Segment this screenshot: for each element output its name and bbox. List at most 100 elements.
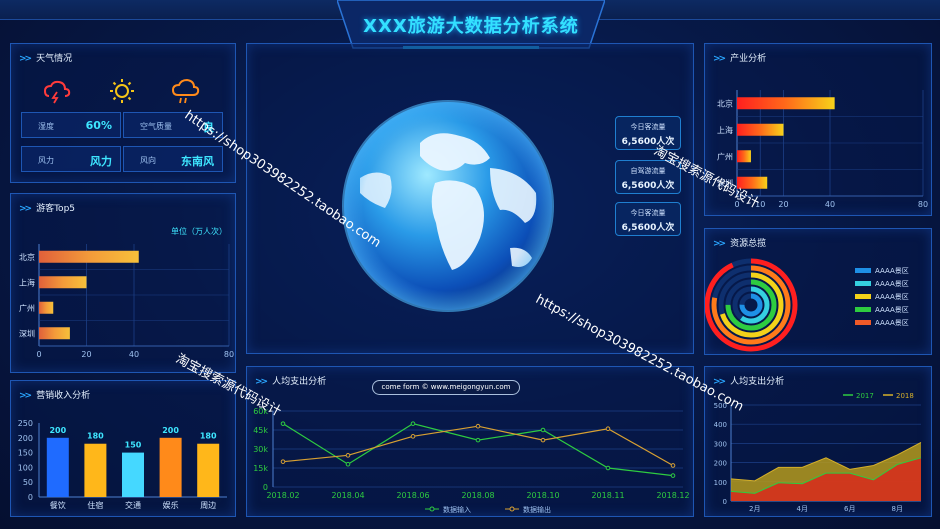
- stat-value: 6,5600人次: [621, 181, 675, 191]
- bar: [39, 301, 54, 314]
- panel-title: >> 人均支出分析: [255, 374, 326, 387]
- legend-marker: [509, 506, 515, 512]
- bar: [39, 250, 139, 263]
- legend-label: 数据输出: [523, 505, 551, 514]
- legend-swatch: [855, 294, 871, 299]
- bar: [39, 327, 70, 340]
- resources-title: 资源总揽: [730, 239, 767, 249]
- x-tick-label: 0: [734, 200, 739, 209]
- credit-badge: come form © www.meigongyun.com: [372, 380, 520, 395]
- y-tick-label: 500: [714, 402, 727, 410]
- stat-value: 6,5600人次: [621, 223, 675, 233]
- y-tick-label: 60k: [253, 407, 268, 416]
- cell-value: 良: [203, 121, 214, 134]
- y-tick-label: 200: [714, 460, 727, 468]
- industry-title: 产业分析: [730, 54, 767, 64]
- panel-title: >> 人均支出分析: [713, 374, 784, 387]
- bar: [84, 443, 107, 497]
- visitors-panel: >> 游客Top5 单位（万人次） 0 20 40 80 北京 上海 广州 深圳: [10, 193, 236, 373]
- per-capita-title: 人均支出分析: [272, 377, 327, 387]
- y-tick-label: 100: [18, 463, 33, 472]
- x-tick-label: 6月: [844, 505, 855, 513]
- y-tick-label: 0: [263, 483, 268, 492]
- bar: [737, 97, 835, 110]
- data-point: [670, 473, 676, 478]
- data-label: 180: [200, 432, 217, 441]
- data-point: [410, 434, 416, 439]
- data-point: [540, 427, 546, 433]
- category-label: 交通: [125, 500, 141, 510]
- marketing-chart: 0 50 100 150 200 250 200 餐饮 180 住宿 150 交通 200 娱乐 180 周边: [18, 419, 227, 510]
- data-point: [540, 437, 546, 443]
- resources-ring-chart: AAAA景区 AAAA景区 AAAA景区 AAAA景区 AAAA景区: [705, 258, 909, 352]
- series-line: [730, 457, 922, 494]
- humidity-cell: 湿度 60%: [21, 112, 121, 138]
- x-tick-label: 2018.06: [396, 491, 429, 500]
- bar: [737, 150, 751, 163]
- per-capita-right-title: 人均支出分析: [730, 377, 785, 387]
- bar: [197, 443, 220, 497]
- y-tick-label: 250: [18, 419, 33, 428]
- category-label: 深圳: [717, 178, 733, 188]
- cell-label: 空气质量: [140, 122, 172, 131]
- data-point: [280, 459, 286, 464]
- legend-label: AAAA景区: [875, 319, 909, 327]
- resources-panel: >> 资源总揽 AAAA景区 AAAA景区 AAAA景区 AAAA景区 AAAA景区: [704, 228, 932, 355]
- bar: [46, 437, 69, 497]
- today-traffic-stat: 今日客流量 6,5600人次: [615, 116, 681, 150]
- legend-swatch: [855, 281, 871, 286]
- x-tick-label: 40: [825, 200, 835, 209]
- x-tick-label: 2018.04: [331, 491, 364, 500]
- category-label: 娱乐: [163, 500, 179, 510]
- x-tick-label: 2018.12: [656, 491, 689, 500]
- stat-value: 6,5600人次: [621, 137, 675, 147]
- ring-arc: [705, 258, 798, 352]
- stat-label: 今日客流量: [630, 209, 666, 217]
- series-line: [730, 441, 922, 482]
- panel-title: >> 产业分析: [713, 51, 766, 64]
- page-title: XXX旅游大数据分析系统: [363, 16, 579, 37]
- per-capita-area-panel: >>人均支出分析 01002003004005002月4月6月8月10月2017…: [704, 366, 932, 517]
- data-point: [410, 421, 416, 426]
- cell-value: 东南风: [181, 155, 214, 168]
- data-point: [345, 453, 351, 458]
- ring-arc: [739, 293, 763, 317]
- x-tick-label: 10: [755, 200, 765, 209]
- data-point: [605, 426, 611, 432]
- legend-label: 2017: [856, 392, 874, 400]
- legend-marker: [429, 506, 435, 512]
- x-tick-label: 8月: [892, 505, 903, 513]
- x-tick-label: 80: [224, 350, 234, 359]
- legend-label: 数据输入: [443, 505, 471, 514]
- category-label: 住宿: [87, 500, 103, 510]
- category-label: 周边: [200, 500, 216, 510]
- data-label: 200: [49, 426, 66, 435]
- legend-swatch: [855, 307, 871, 312]
- double-chevron-icon: >>: [713, 239, 726, 249]
- sun-icon: [110, 79, 134, 103]
- x-tick-label: 2018.10: [526, 491, 559, 500]
- legend-swatch: [855, 320, 871, 325]
- data-label: 180: [87, 432, 104, 441]
- self-drive-stat: 自驾游流量 6,5600人次: [615, 160, 681, 194]
- cell-value: 风力: [90, 155, 112, 168]
- stat-label: 自驾游流量: [630, 167, 666, 175]
- industry-panel: >> 产业分析 0 10 20 40 80 北京 上海 广州 深圳: [704, 43, 932, 216]
- marketing-panel: >> 营销收入分析 0 50 100 150 200 250 200 餐饮 180 住宿 150 交通 2…: [10, 380, 236, 517]
- double-chevron-icon: >>: [19, 204, 32, 214]
- category-label: 上海: [19, 277, 35, 287]
- category-label: 广州: [717, 151, 733, 161]
- category-label: 北京: [717, 98, 733, 108]
- today-traffic-stat-2: 今日客流量 6,5600人次: [615, 202, 681, 236]
- data-label: 150: [125, 441, 142, 450]
- bar: [39, 276, 87, 289]
- ring-arc: [725, 279, 777, 331]
- x-tick-label: 2018.11: [591, 491, 624, 500]
- bar: [737, 176, 768, 189]
- marketing-title: 营销收入分析: [36, 391, 91, 401]
- stat-label: 今日客流量: [630, 123, 666, 131]
- data-point: [475, 437, 481, 443]
- y-tick-label: 30k: [253, 445, 268, 454]
- ring-arc: [718, 272, 784, 338]
